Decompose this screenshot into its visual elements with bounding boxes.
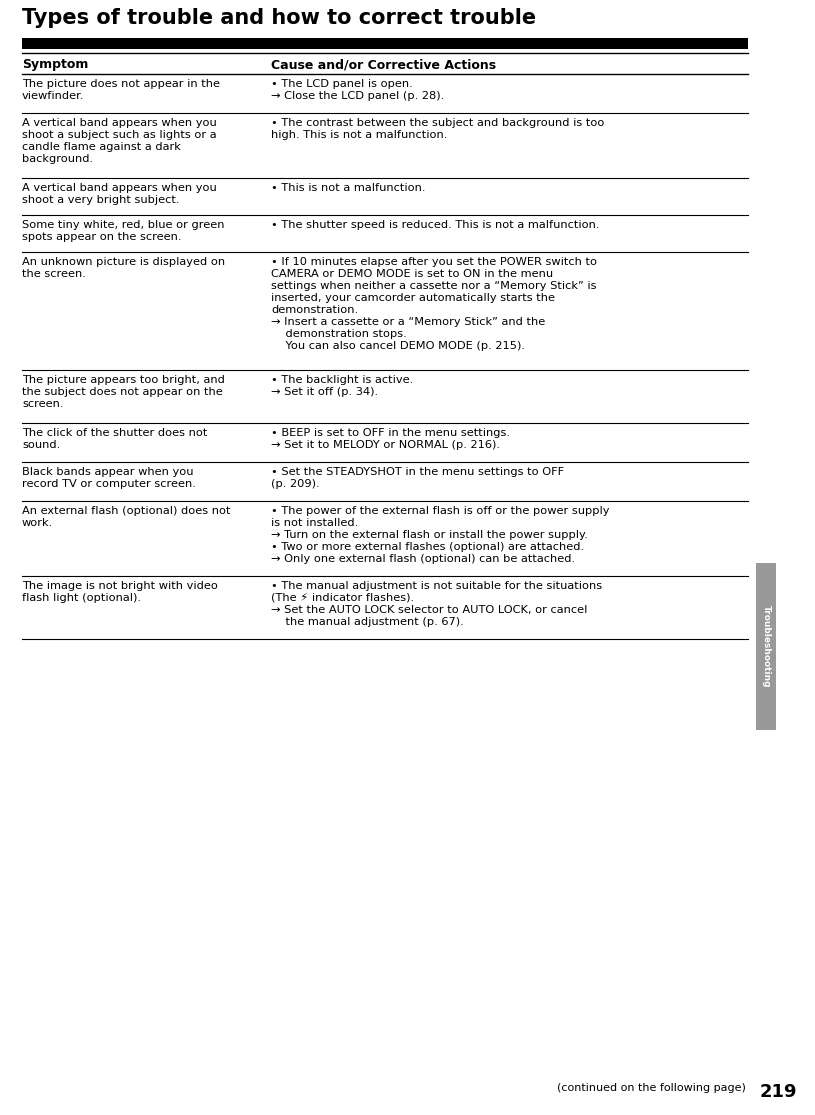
Text: An unknown picture is displayed on
the screen.: An unknown picture is displayed on the s… — [22, 256, 225, 279]
Bar — [756, 563, 776, 730]
Text: • The shutter speed is reduced. This is not a malfunction.: • The shutter speed is reduced. This is … — [271, 220, 600, 230]
Text: The picture does not appear in the
viewfinder.: The picture does not appear in the viewf… — [22, 79, 220, 101]
Text: The image is not bright with video
flash light (optional).: The image is not bright with video flash… — [22, 581, 218, 603]
Text: A vertical band appears when you
shoot a very bright subject.: A vertical band appears when you shoot a… — [22, 183, 217, 205]
Bar — [22, 38, 748, 49]
Text: 219: 219 — [760, 1083, 797, 1101]
Text: Troubleshooting: Troubleshooting — [761, 605, 770, 688]
Text: • Set the STEADYSHOT in the menu settings to OFF
(p. 209).: • Set the STEADYSHOT in the menu setting… — [271, 467, 565, 489]
Text: • The LCD panel is open.
→ Close the LCD panel (p. 28).: • The LCD panel is open. → Close the LCD… — [271, 79, 445, 101]
Text: Types of trouble and how to correct trouble: Types of trouble and how to correct trou… — [22, 8, 536, 28]
Text: • The manual adjustment is not suitable for the situations
(The ⚡ indicator flas: • The manual adjustment is not suitable … — [271, 581, 602, 627]
Text: • This is not a malfunction.: • This is not a malfunction. — [271, 183, 426, 193]
Text: • The backlight is active.
→ Set it off (p. 34).: • The backlight is active. → Set it off … — [271, 375, 414, 397]
Text: (continued on the following page): (continued on the following page) — [557, 1083, 746, 1093]
Text: A vertical band appears when you
shoot a subject such as lights or a
candle flam: A vertical band appears when you shoot a… — [22, 118, 217, 164]
Text: Some tiny white, red, blue or green
spots appear on the screen.: Some tiny white, red, blue or green spot… — [22, 220, 224, 242]
Text: Cause and/or Corrective Actions: Cause and/or Corrective Actions — [271, 58, 496, 71]
Text: An external flash (optional) does not
work.: An external flash (optional) does not wo… — [22, 506, 231, 529]
Text: The click of the shutter does not
sound.: The click of the shutter does not sound. — [22, 428, 207, 450]
Text: Symptom: Symptom — [22, 58, 88, 71]
Text: • The power of the external flash is off or the power supply
is not installed.
→: • The power of the external flash is off… — [271, 506, 610, 564]
Text: • The contrast between the subject and background is too
high. This is not a mal: • The contrast between the subject and b… — [271, 118, 605, 140]
Text: Black bands appear when you
record TV or computer screen.: Black bands appear when you record TV or… — [22, 467, 196, 489]
Text: • If 10 minutes elapse after you set the POWER switch to
CAMERA or DEMO MODE is : • If 10 minutes elapse after you set the… — [271, 256, 597, 351]
Text: • BEEP is set to OFF in the menu settings.
→ Set it to MELODY or NORMAL (p. 216): • BEEP is set to OFF in the menu setting… — [271, 428, 510, 450]
Text: The picture appears too bright, and
the subject does not appear on the
screen.: The picture appears too bright, and the … — [22, 375, 225, 409]
